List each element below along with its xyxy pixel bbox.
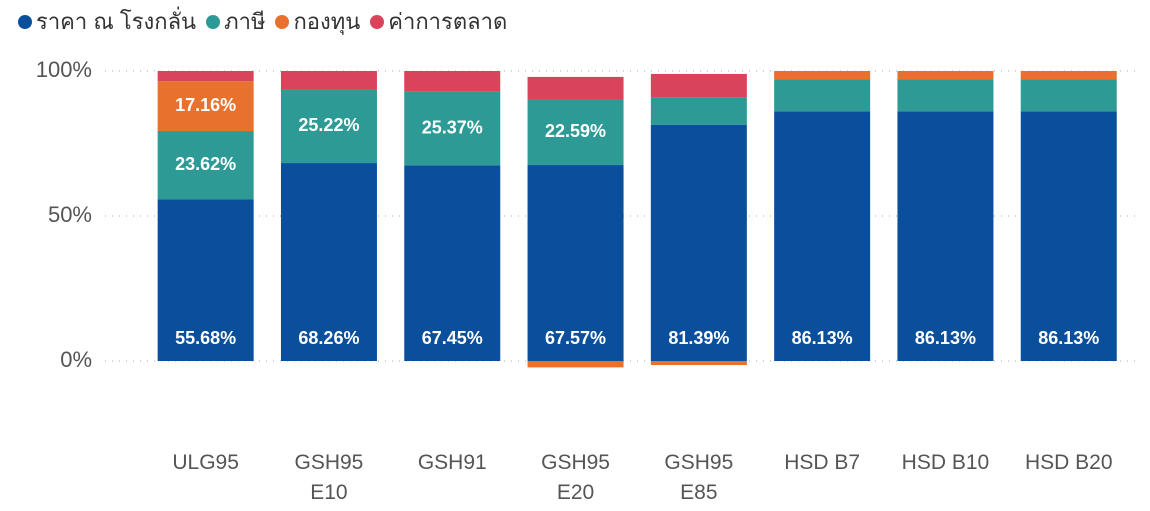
bar-segment	[404, 165, 501, 361]
legend-label: ค่าการตลาด	[388, 9, 508, 34]
bar-segment	[650, 124, 747, 362]
bar-segment	[774, 79, 871, 112]
bar-segment	[157, 199, 254, 361]
bar-segment	[897, 79, 994, 112]
data-label: 86.13%	[1038, 328, 1099, 348]
data-label: 67.45%	[422, 328, 483, 348]
bar-segment	[1020, 111, 1117, 362]
legend-label: ภาษี	[224, 9, 266, 34]
legend: ราคา ณ โรงกลั่น ภาษี กองทุน ค่าการตลาด	[18, 4, 507, 39]
legend-item: ราคา ณ โรงกลั่น	[18, 4, 196, 39]
legend-label: กองทุน	[293, 9, 361, 34]
bar-segment	[774, 111, 871, 362]
x-tick-label: GSH95 E85	[664, 451, 734, 504]
legend-item: กองทุน	[275, 4, 360, 39]
y-tick-label: 50%	[48, 202, 92, 227]
legend-marker	[275, 14, 290, 29]
data-label: 17.16%	[175, 95, 236, 115]
bar-segment	[527, 165, 624, 361]
bar-segment	[280, 89, 377, 164]
x-tick-label: GSH95 E10	[294, 451, 364, 504]
legend-marker	[206, 14, 221, 29]
legend-label: ราคา ณ โรงกลั่น	[36, 9, 197, 34]
bar-segment	[157, 71, 254, 82]
legend-item: ค่าการตลาด	[370, 4, 507, 39]
bar-segment	[280, 163, 377, 361]
data-label: 23.62%	[175, 154, 236, 174]
bar-segment	[527, 76, 624, 100]
data-label: 25.22%	[298, 115, 359, 135]
bar-segment	[280, 71, 377, 90]
data-label: 67.57%	[545, 328, 606, 348]
x-tick-label: GSH95 E20	[541, 451, 610, 504]
x-tick-label: HSD B10	[901, 451, 990, 474]
legend-marker	[370, 14, 385, 29]
bar-segment	[650, 73, 747, 98]
data-label: 25.37%	[422, 117, 483, 137]
y-tick-label: 100%	[36, 57, 92, 82]
y-tick-label: 0%	[60, 347, 92, 372]
x-tick-label: ULG95	[172, 451, 239, 474]
x-tick-label: GSH91	[417, 451, 487, 474]
bar-segment	[404, 91, 501, 166]
legend-marker	[18, 14, 32, 29]
x-tick-label: HSD B20	[1024, 451, 1113, 474]
bar-segment	[650, 361, 747, 366]
data-label: 22.59%	[545, 121, 606, 141]
legend-item: ภาษี	[206, 4, 265, 39]
bar-segment	[1020, 71, 1117, 80]
bar-segment	[650, 97, 747, 125]
bar-segment	[404, 71, 501, 92]
data-label: 86.13%	[915, 328, 976, 348]
x-tick-label: HSD B7	[784, 451, 861, 474]
bar-segment	[527, 99, 624, 166]
bar-segment	[897, 111, 994, 362]
data-label: 86.13%	[792, 328, 853, 348]
data-label: 68.26%	[298, 328, 359, 348]
bar-segment	[1020, 79, 1117, 112]
bar-segment	[774, 71, 871, 80]
data-label: 55.68%	[175, 328, 236, 348]
bar-segment	[157, 81, 254, 132]
bar-segment	[897, 71, 994, 80]
data-label: 81.39%	[668, 328, 729, 348]
bar-segment	[527, 361, 624, 368]
bar-segment	[157, 131, 254, 200]
